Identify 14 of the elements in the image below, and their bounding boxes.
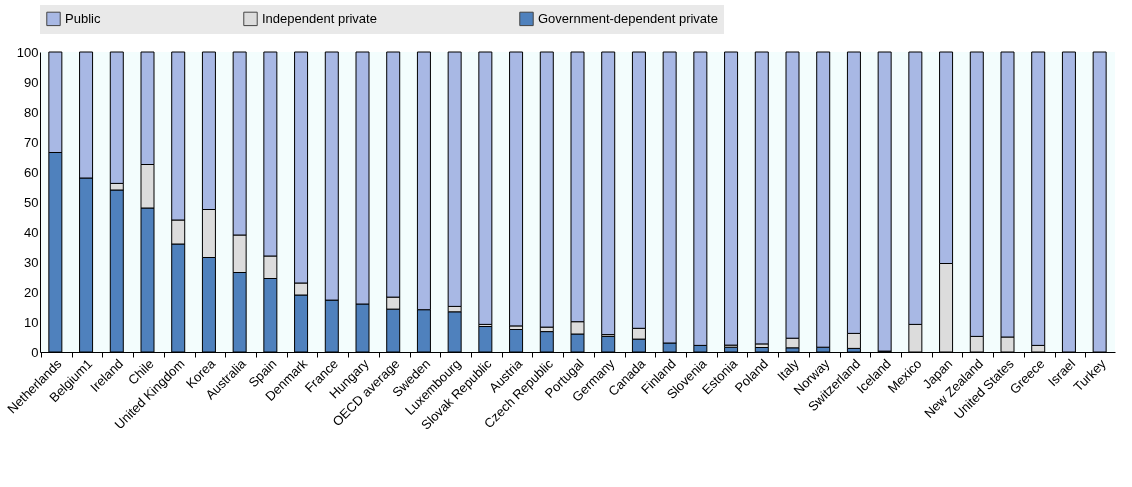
y-tick-label: 100 xyxy=(16,44,39,60)
y-tick-label: 50 xyxy=(24,194,39,210)
y-tick-label: 10 xyxy=(24,314,39,330)
y-tick-label: 70 xyxy=(24,134,39,150)
legend-label: Public xyxy=(65,10,101,26)
y-tick-label: 30 xyxy=(24,254,39,270)
y-tick-label: 80 xyxy=(24,104,39,120)
y-tick-label: 20 xyxy=(24,284,39,300)
y-tick-label: 60 xyxy=(24,164,39,180)
legend-label: Independent private xyxy=(262,10,377,26)
y-tick-label: 40 xyxy=(24,224,39,240)
legend-label: Government-dependent private xyxy=(538,10,718,26)
y-tick-label: 0 xyxy=(31,344,39,360)
y-tick-label: 90 xyxy=(24,74,39,90)
